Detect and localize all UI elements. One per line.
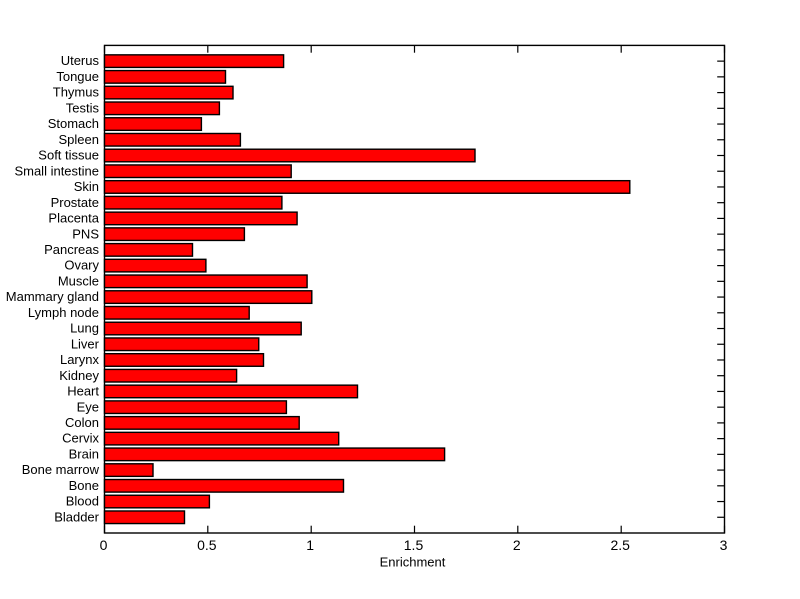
svg-text:Eye: Eye: [77, 399, 99, 414]
svg-text:Uterus: Uterus: [61, 53, 100, 68]
svg-text:Enrichment: Enrichment: [380, 555, 446, 570]
svg-text:3: 3: [720, 537, 728, 553]
svg-text:Bone marrow: Bone marrow: [22, 462, 100, 477]
svg-text:Prostate: Prostate: [51, 195, 99, 210]
svg-text:0: 0: [100, 537, 108, 553]
svg-text:Kidney: Kidney: [59, 368, 99, 383]
svg-text:PNS: PNS: [72, 226, 99, 241]
svg-text:2.5: 2.5: [610, 537, 630, 553]
svg-text:Blood: Blood: [66, 494, 99, 509]
svg-text:Mammary gland: Mammary gland: [6, 289, 99, 304]
svg-text:0.5: 0.5: [197, 537, 217, 553]
svg-text:Lymph node: Lymph node: [28, 305, 99, 320]
svg-text:Colon: Colon: [65, 415, 99, 430]
svg-text:Bone: Bone: [69, 478, 99, 493]
svg-text:Stomach: Stomach: [48, 116, 99, 131]
svg-text:Thymus: Thymus: [53, 85, 100, 100]
svg-text:Tongue: Tongue: [56, 69, 99, 84]
svg-text:Pancreas: Pancreas: [44, 242, 99, 257]
svg-text:Spleen: Spleen: [59, 132, 99, 147]
svg-text:Brain: Brain: [69, 446, 99, 461]
svg-text:Lung: Lung: [70, 321, 99, 336]
svg-text:Small intestine: Small intestine: [14, 163, 99, 178]
svg-text:Cervix: Cervix: [62, 431, 99, 446]
svg-text:1.5: 1.5: [404, 537, 424, 553]
svg-text:1: 1: [306, 537, 314, 553]
svg-text:2: 2: [513, 537, 521, 553]
svg-text:Bladder: Bladder: [54, 509, 99, 524]
svg-text:Placenta: Placenta: [48, 211, 99, 226]
svg-text:Skin: Skin: [74, 179, 99, 194]
svg-text:Testis: Testis: [66, 100, 100, 115]
svg-text:Liver: Liver: [71, 336, 100, 351]
svg-text:Heart: Heart: [67, 384, 99, 399]
svg-text:Ovary: Ovary: [64, 258, 99, 273]
svg-text:Soft tissue: Soft tissue: [38, 148, 99, 163]
svg-text:Larynx: Larynx: [60, 352, 100, 367]
svg-text:Muscle: Muscle: [58, 273, 99, 288]
